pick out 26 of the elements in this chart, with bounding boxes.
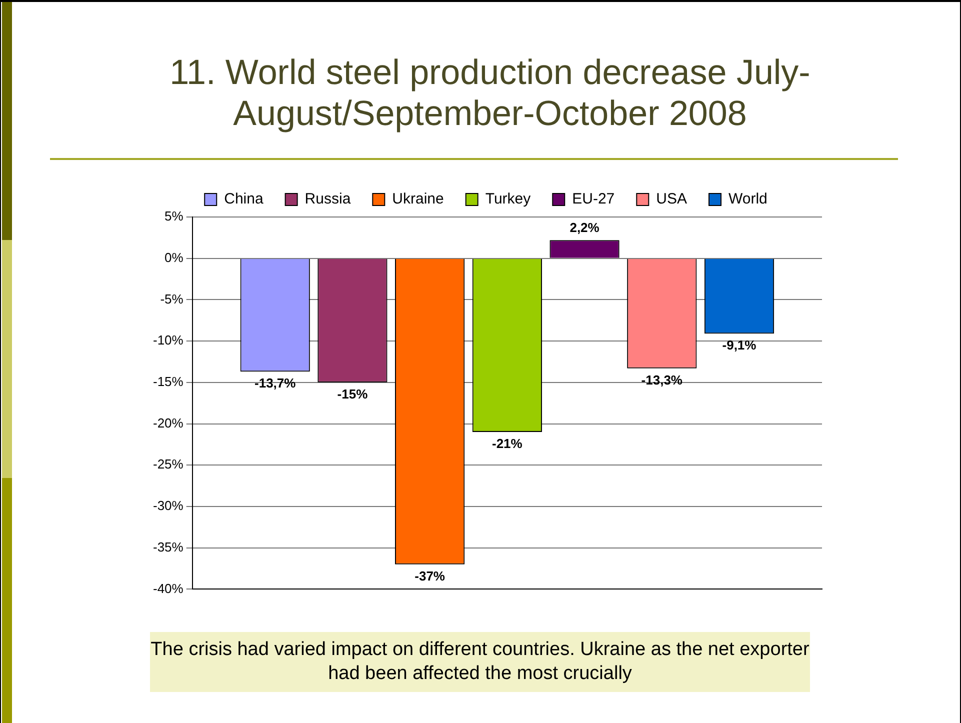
data-label: -13,3% xyxy=(641,372,683,388)
legend-label: China xyxy=(224,190,264,208)
text: The crisis had varied impact on different countries. Ukraine as the net exporter had been affected the most crucially xyxy=(150,632,810,692)
y-tick-label: -35% xyxy=(152,539,184,554)
data-label: -15% xyxy=(337,386,368,402)
y-tick-label: 5% xyxy=(164,208,184,224)
legend-label: Ukraine xyxy=(392,190,444,208)
legend-label: USA xyxy=(656,190,687,208)
data-label: -9,1% xyxy=(722,338,757,353)
y-tick-label: -10% xyxy=(152,332,184,348)
y-tick-label: -5% xyxy=(160,291,184,306)
chart-title: 11. World steel production decrease July-August/September-October 2008 xyxy=(168,52,812,134)
y-tick-label: -40% xyxy=(152,580,184,596)
data-label: 2,2% xyxy=(570,220,600,236)
legend-label: EU-27 xyxy=(572,190,615,208)
data-label: -13,7% xyxy=(254,376,296,391)
legend-label: World xyxy=(728,190,768,208)
y-tick-label: 0% xyxy=(164,250,184,265)
data-label: -37% xyxy=(414,568,446,584)
legend-label: Russia xyxy=(304,190,352,208)
y-tick-label: -30% xyxy=(152,498,184,514)
data-label: -21% xyxy=(492,436,523,452)
y-tick-label: -25% xyxy=(152,456,184,472)
y-tick-label: -20% xyxy=(152,415,184,430)
y-tick-label: -15% xyxy=(152,374,184,389)
legend-label: Turkey xyxy=(485,190,532,208)
